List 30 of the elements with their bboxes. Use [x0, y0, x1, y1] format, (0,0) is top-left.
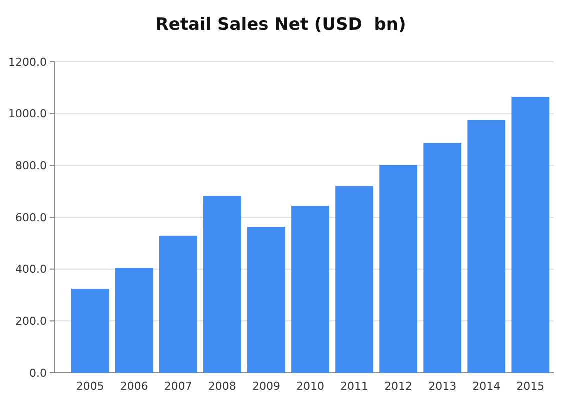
- x-tick-label: 2008: [208, 380, 236, 393]
- y-tick-label: 400.0: [16, 263, 47, 276]
- x-tick-label: 2007: [164, 380, 192, 393]
- y-tick-label: 800.0: [16, 160, 47, 173]
- x-tick-label: 2013: [428, 380, 457, 393]
- y-tick-label: 1200.0: [8, 56, 47, 69]
- y-tick-label: 0.0: [30, 366, 47, 380]
- bar: [115, 268, 154, 373]
- bar: [336, 186, 374, 373]
- x-tick-label: 2014: [472, 380, 501, 393]
- bar: [71, 289, 110, 373]
- y-tick-label: 1000.0: [8, 108, 47, 121]
- y-tick-label: 600.0: [16, 211, 47, 224]
- bar: [159, 236, 198, 373]
- bar: [248, 227, 286, 373]
- chart-title: Retail Sales Net (USD bn): [156, 15, 406, 35]
- x-tick-label: 2012: [384, 380, 413, 393]
- x-tick-label: 2015: [516, 380, 545, 393]
- bar: [512, 96, 550, 373]
- bar: [424, 143, 462, 373]
- y-tick-label: 200.0: [16, 315, 47, 328]
- bar: [468, 120, 506, 373]
- x-tick-label: 2011: [340, 380, 369, 393]
- x-tick-label: 2005: [76, 380, 104, 393]
- bar: [292, 206, 330, 373]
- bar: [204, 196, 242, 373]
- bar: [380, 165, 418, 373]
- x-tick-label: 2010: [296, 380, 324, 393]
- x-tick-label: 2009: [252, 380, 280, 393]
- x-tick-label: 2006: [120, 380, 148, 393]
